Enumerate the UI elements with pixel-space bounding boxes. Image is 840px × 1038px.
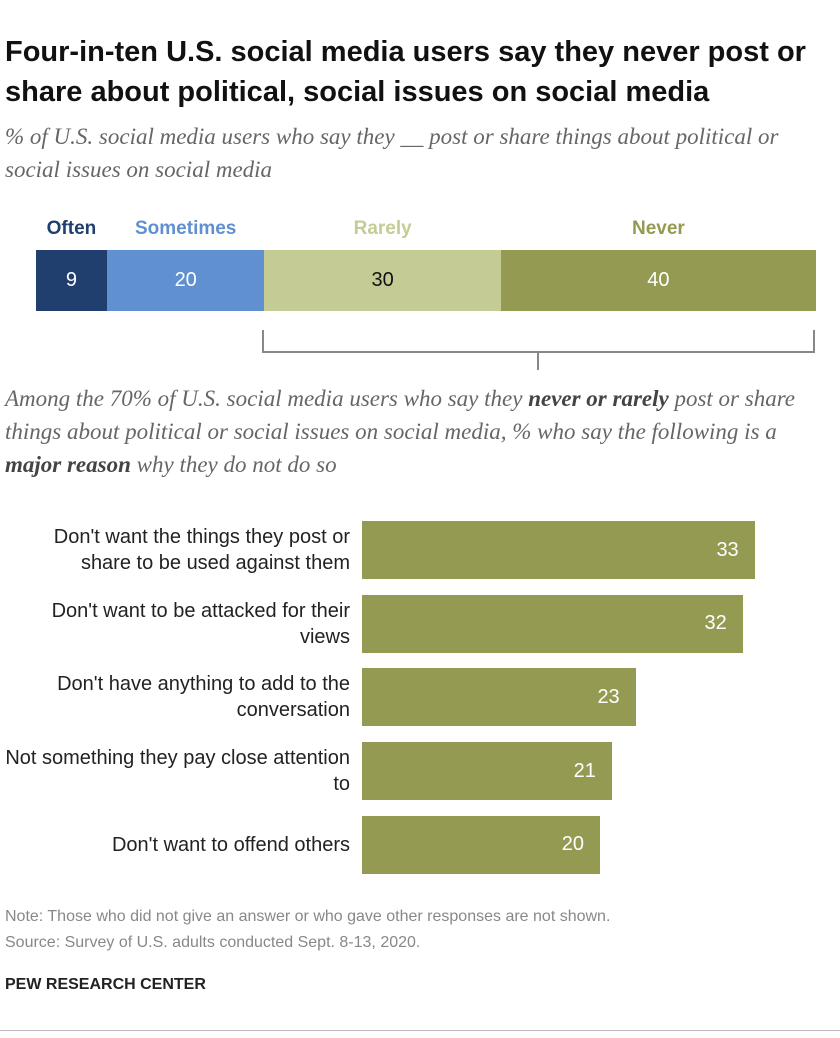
value-label: 9 [65,269,78,291]
bar: 21 [362,742,612,801]
bar-segment: 9 [36,250,107,311]
chart-title: Four-in-ten U.S. social media users say … [5,36,806,108]
value-label: 40 [647,269,670,291]
value-label: 30 [371,269,394,291]
credit: PEW RESEARCH CENTER [5,976,206,993]
annotation-part: Among the 70% of U.S. social media users… [5,386,529,411]
annotation-part: why they do not do so [130,452,337,477]
bar: 33 [362,521,755,579]
source: Source: Survey of U.S. adults conducted … [5,934,421,951]
bracket-line [262,330,815,370]
annotation-part: post or share things about political or … [5,386,796,444]
value-label: 32 [704,612,727,635]
bar-segment: 30 [264,250,501,311]
legend-label: Sometimes [135,218,237,239]
bar: 32 [362,594,743,653]
bar: 20 [362,815,600,874]
value-label: 23 [597,685,620,708]
value-label: 21 [573,759,596,782]
bracket [262,330,815,370]
category-label: Don't have anything to add to the conver… [57,673,350,722]
value-label: 20 [174,269,197,291]
legend-label: Often [46,218,97,239]
note: Note: Those who did not give an answer o… [5,908,611,925]
category-label: Don't want the things they post or share… [53,526,350,574]
annotation-part: major reason [5,452,131,477]
category-label: Don't want to offend others [111,833,350,856]
legend-label: Rarely [353,218,412,239]
category-label: Not something they pay close attention t… [5,747,350,796]
category-label: Don't want to be attacked for their view… [51,599,350,648]
value-label: 20 [561,833,584,856]
legend-label: Never [632,218,685,239]
bar-segment: 40 [500,250,816,311]
chart-subtitle: % of U.S. social media users who say the… [5,124,779,182]
annotation-part: never or rarely [528,386,669,411]
bar: 23 [362,668,636,727]
annotation: Among the 70% of U.S. social media users… [5,382,835,481]
bar-segment: 20 [106,250,265,311]
value-label: 33 [716,538,739,561]
rule [0,1030,840,1031]
